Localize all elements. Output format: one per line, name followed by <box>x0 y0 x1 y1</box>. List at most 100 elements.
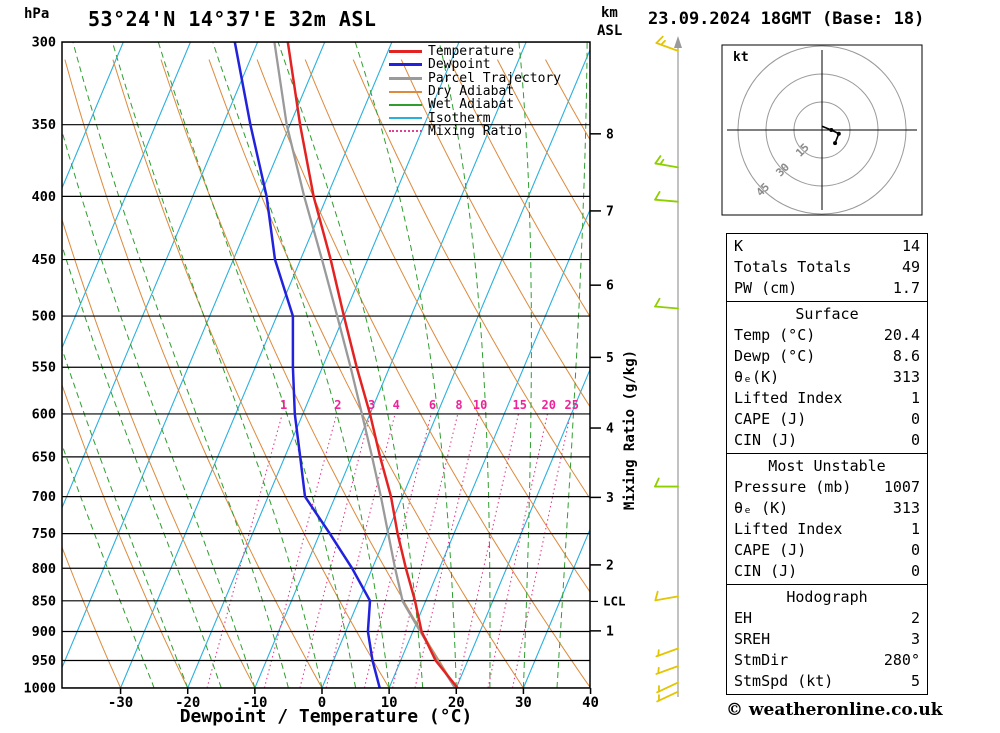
axis-labels: 3003504004505005506006507007508008509009… <box>23 35 626 712</box>
hodograph-unit-label: kt <box>733 50 749 65</box>
pressure-tick-label: 900 <box>32 624 56 640</box>
dry-adiabat-lines <box>62 59 590 688</box>
row-value: 5 <box>910 672 920 690</box>
parcel-trajectory-curve <box>273 42 457 688</box>
row-label: StmSpd (kt) <box>734 672 834 690</box>
table-section-header: Most Unstable <box>768 457 886 475</box>
wind-barb <box>656 690 679 703</box>
table-row: K 14 <box>727 236 927 257</box>
km-tick-label: 8 <box>606 127 614 142</box>
table-row: θₑ(K) 313 <box>727 367 927 388</box>
table-section-header: Surface <box>795 305 859 323</box>
temperature-curve <box>286 42 459 688</box>
row-label: θₑ (K) <box>734 499 789 517</box>
table-row: Dewp (°C) 8.6 <box>727 346 927 367</box>
svg-text:6: 6 <box>429 398 436 412</box>
wind-barb <box>654 477 679 488</box>
table-section-most-unstable: Most Unstable Pressure (mb) 1007 θₑ (K) 313 L… <box>727 453 927 584</box>
row-label: Pressure (mb) <box>734 478 852 496</box>
table-row: Totals Totals 49 <box>727 257 927 278</box>
copyright-watermark: © weatheronline.co.uk <box>726 700 943 720</box>
legend-swatch-icon <box>389 76 422 80</box>
wind-barb <box>654 155 679 169</box>
temperature-tick-label: -10 <box>242 695 267 711</box>
legend-item: Temperature <box>389 44 561 60</box>
pressure-tick-label: 700 <box>32 489 56 505</box>
km-tick-label: 6 <box>606 279 614 294</box>
table-row: SREH 3 <box>727 629 927 650</box>
datetime-label: 23.09.2024 18GMT (Base: 18) <box>648 9 925 29</box>
legend-item: Dry Adiabat <box>389 84 561 100</box>
legend-swatch-icon <box>389 130 422 133</box>
legend-swatch-icon <box>389 117 422 120</box>
temperature-tick-label: 10 <box>381 695 398 711</box>
table-row: Lifted Index 1 <box>727 519 927 540</box>
row-label: CIN (J) <box>734 431 798 449</box>
pressure-tick-label: 450 <box>32 252 56 268</box>
row-label: Lifted Index <box>734 520 843 538</box>
wind-barb <box>655 35 679 52</box>
dewpoint-curve <box>233 42 381 688</box>
pressure-tick-label: 600 <box>32 406 56 422</box>
table-section-hodograph: Hodograph EH 2 SREH 3 StmDir 280° StmSpd (kt) 5 <box>727 584 927 694</box>
km-tick-label: 4 <box>606 422 614 437</box>
pressure-tick-label: 750 <box>32 526 56 542</box>
row-label: PW (cm) <box>734 279 798 297</box>
legend-label: Mixing Ratio <box>428 123 522 139</box>
wind-barb <box>656 681 679 694</box>
row-value: 0 <box>910 431 920 449</box>
legend-label: Dry Adiabat <box>428 84 515 100</box>
altitude-unit-asl: ASL <box>597 23 623 39</box>
table-section-surface: Surface Temp (°C) 20.4 Dewp (°C) 8.6 θₑ(K) 313… <box>727 301 927 453</box>
indices-table: K 14 Totals Totals 49 PW (cm) 1.7 Surface Temp … <box>726 233 928 695</box>
plot-area: 1 2 3 4 6 8 10 15 20 25 <box>62 42 590 688</box>
km-tick-label: 2 <box>606 558 614 573</box>
wind-barb <box>654 297 679 310</box>
legend-label: Isotherm <box>428 110 491 126</box>
row-value: 49 <box>901 258 920 276</box>
svg-text:1: 1 <box>280 398 287 412</box>
plot-border <box>61 41 591 689</box>
svg-text:20: 20 <box>542 398 556 412</box>
km-tick-label: 7 <box>606 204 614 219</box>
table-row: StmSpd (kt) 5 <box>727 671 927 692</box>
temperature-tick-label: 20 <box>448 695 465 711</box>
row-label: K <box>734 237 744 255</box>
pressure-tick-label: 800 <box>32 561 56 577</box>
temperature-tick-label: 30 <box>515 695 532 711</box>
row-value: 1 <box>910 520 920 538</box>
table-row: θₑ (K) 313 <box>727 498 927 519</box>
legend-item: Isotherm <box>389 110 561 126</box>
row-label: Temp (°C) <box>734 326 816 344</box>
wind-barb <box>654 590 679 602</box>
table-row: Pressure (mb) 1007 <box>727 477 927 498</box>
row-value: 1007 <box>883 478 920 496</box>
row-label: SREH <box>734 630 771 648</box>
row-value: 280° <box>883 651 920 669</box>
row-label: Dewp (°C) <box>734 347 816 365</box>
legend-item: Wet Adiabat <box>389 97 561 112</box>
wind-barb <box>655 665 679 675</box>
row-label: CIN (J) <box>734 562 798 580</box>
row-value: 0 <box>910 541 920 559</box>
svg-text:4: 4 <box>393 398 400 412</box>
legend-item: Mixing Ratio <box>389 123 561 139</box>
isobar-lines <box>62 42 590 688</box>
table-row: CAPE (J) 0 <box>727 540 927 561</box>
svg-text:25: 25 <box>565 398 579 412</box>
pressure-tick-label: 650 <box>32 449 56 465</box>
row-value: 20.4 <box>883 326 920 344</box>
km-tick-label: 1 <box>606 624 614 639</box>
row-label: CAPE (J) <box>734 541 807 559</box>
temperature-tick-label: 0 <box>318 695 326 711</box>
lcl-marker-label: LCL <box>603 593 626 608</box>
table-row: Lifted Index 1 <box>727 388 927 409</box>
svg-text:3: 3 <box>368 398 375 412</box>
legend-label: Temperature <box>428 44 515 60</box>
legend-item: Parcel Trajectory <box>389 71 561 86</box>
legend-swatch-icon <box>389 63 422 67</box>
table-row: CAPE (J) 0 <box>727 409 927 430</box>
legend-label: Dewpoint <box>428 57 491 73</box>
legend-item: Dewpoint <box>389 57 561 73</box>
temperature-tick-label: -20 <box>175 695 200 711</box>
